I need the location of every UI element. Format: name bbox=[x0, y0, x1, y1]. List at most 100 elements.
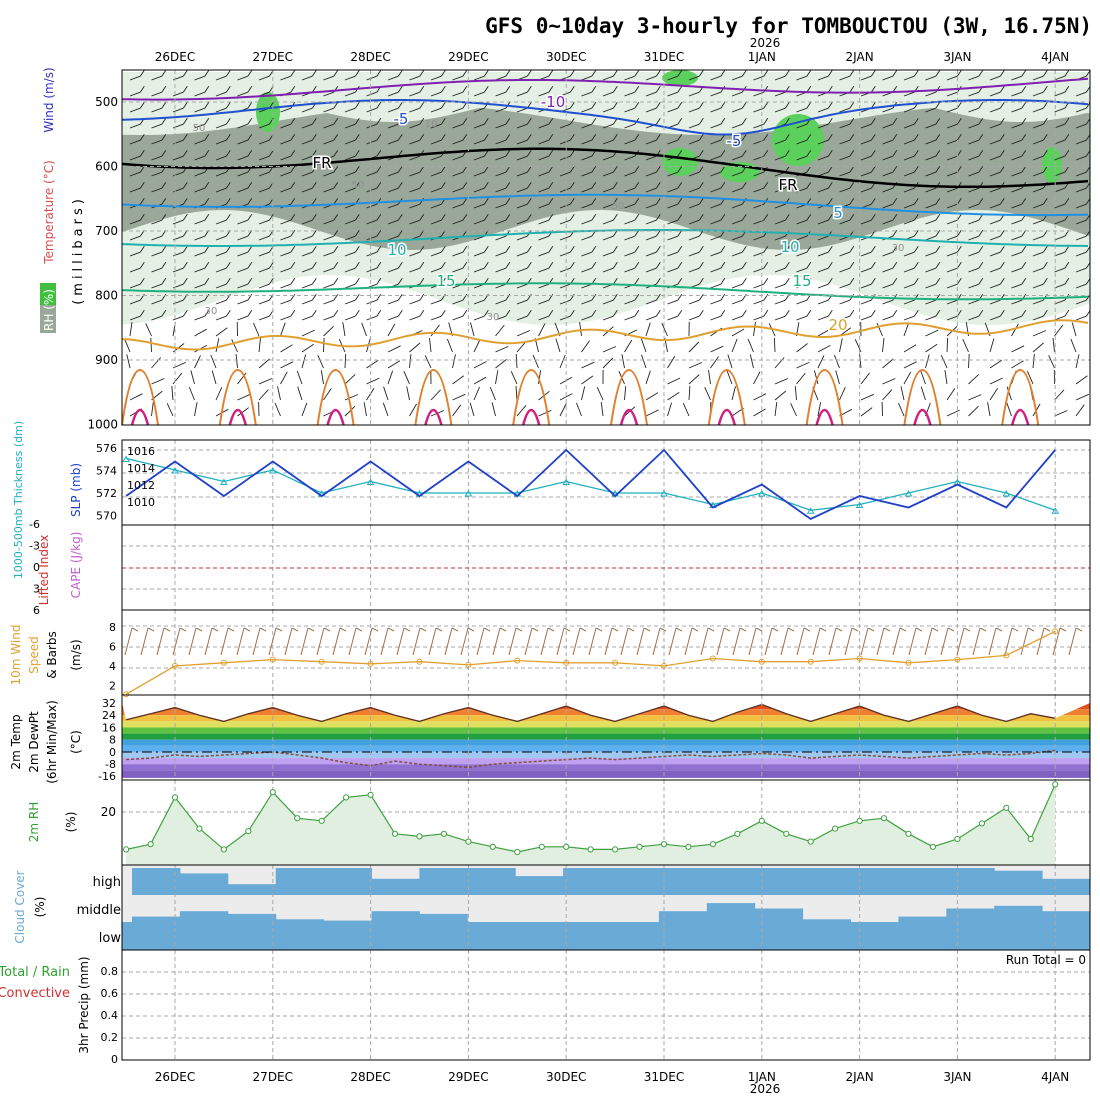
wind-barb bbox=[301, 229, 317, 241]
temp-band bbox=[122, 770, 1090, 778]
wind-barb-shaft bbox=[194, 75, 205, 81]
wind-barb-flag bbox=[505, 69, 511, 77]
temp-line bbox=[125, 703, 1056, 723]
wind-barb-flag bbox=[505, 117, 511, 125]
wind-barb-shaft bbox=[301, 315, 313, 321]
wind-barb bbox=[860, 117, 876, 129]
wind-barb-flag bbox=[397, 69, 403, 77]
wind-barb-flag bbox=[182, 245, 188, 253]
wind-barb-flag bbox=[333, 245, 339, 253]
wind10-barb-flag bbox=[947, 627, 955, 632]
wind-barb bbox=[645, 322, 651, 337]
wind-barb bbox=[989, 245, 1005, 257]
wind-barb bbox=[409, 213, 425, 225]
wind-barb-shaft bbox=[301, 329, 315, 337]
wind-barb bbox=[946, 117, 962, 129]
rh2m-marker bbox=[465, 838, 472, 845]
wind-barb bbox=[903, 133, 919, 145]
wind-barb-shaft bbox=[559, 171, 571, 177]
wind-barb-flag bbox=[354, 309, 360, 317]
wind-barb bbox=[860, 149, 876, 161]
wind-barb bbox=[602, 181, 618, 193]
wind-barb-shaft bbox=[409, 342, 421, 353]
wind-barb-shaft bbox=[429, 338, 432, 353]
wind-barb-shaft bbox=[320, 370, 324, 385]
wind-barb bbox=[323, 101, 339, 113]
wind-barb bbox=[731, 261, 747, 273]
wind-barb-shaft bbox=[129, 171, 141, 177]
wind-barb-shaft bbox=[473, 339, 481, 353]
wind-barb bbox=[215, 133, 231, 145]
wind-barb-shaft bbox=[280, 322, 286, 337]
wind-barb-shaft bbox=[645, 91, 657, 97]
wind-barb-shaft bbox=[194, 123, 205, 129]
wind-barb-shaft bbox=[817, 75, 829, 81]
wind-barb-shaft bbox=[839, 123, 850, 129]
wind10-barb-flag bbox=[211, 627, 219, 632]
wind-barb bbox=[194, 69, 210, 81]
wind-barb-shaft bbox=[194, 283, 205, 289]
wind-barb-shaft bbox=[301, 251, 313, 257]
wind-barb-shaft bbox=[363, 402, 367, 417]
wind-barb-shaft bbox=[576, 402, 582, 417]
wind-barb bbox=[1054, 324, 1064, 337]
wind-barb bbox=[602, 197, 618, 209]
rh2m-marker bbox=[1003, 804, 1010, 811]
wind-barb-shaft bbox=[710, 139, 721, 145]
wind-barb-flag bbox=[956, 117, 962, 125]
wind10-barb-shaft bbox=[508, 627, 517, 656]
wind-barb-shaft bbox=[366, 251, 377, 257]
wind-barb-shaft bbox=[645, 171, 657, 177]
wind-barb-shaft bbox=[1075, 155, 1087, 161]
wind-barb-shaft bbox=[946, 267, 958, 273]
wind-barb-shaft bbox=[409, 299, 420, 305]
contour-25 bbox=[1001, 368, 1040, 426]
wind-barb bbox=[452, 213, 468, 225]
cloud-block bbox=[563, 868, 612, 895]
wind-barb bbox=[237, 149, 253, 161]
wind-barb bbox=[538, 323, 546, 337]
wind-barb bbox=[172, 85, 188, 97]
wind-barb bbox=[344, 405, 356, 417]
wind-barb bbox=[774, 357, 785, 369]
wind-barb bbox=[1011, 85, 1027, 97]
wind-barb-shaft bbox=[430, 91, 442, 97]
wind-barb bbox=[190, 370, 195, 385]
rh2m-ticks: 20 bbox=[101, 805, 116, 819]
wind-barb-flag bbox=[247, 309, 253, 317]
wind-barb-flag bbox=[526, 181, 532, 189]
wind-barb bbox=[774, 149, 790, 161]
wind-barb-shaft bbox=[710, 235, 721, 241]
wind-barb-flag bbox=[806, 69, 812, 77]
wind-barb-shaft bbox=[538, 267, 549, 273]
wind-barb-shaft bbox=[237, 187, 248, 193]
wind-barb bbox=[1054, 389, 1065, 401]
wind-barb-shaft bbox=[624, 107, 635, 113]
wind-barb bbox=[688, 341, 700, 353]
wind-barb-shaft bbox=[667, 75, 678, 81]
wind-barb bbox=[280, 181, 296, 193]
wind-barb-shaft bbox=[667, 187, 678, 193]
wind-barb-shaft bbox=[946, 187, 958, 193]
wind-barb-flag bbox=[612, 293, 618, 301]
wind-barb bbox=[1032, 117, 1048, 129]
wind-barb bbox=[215, 117, 231, 129]
wind-barb-flag bbox=[655, 165, 661, 173]
wind-barb-shaft bbox=[1032, 155, 1044, 161]
wind-barb-shaft bbox=[129, 393, 143, 401]
wind-barb-shaft bbox=[731, 267, 743, 273]
wind-barb bbox=[968, 353, 970, 369]
wind-barb-shaft bbox=[473, 155, 485, 161]
wind-barb-shaft bbox=[1032, 342, 1044, 353]
wind-barb-shaft bbox=[645, 107, 657, 113]
wind-barb bbox=[1011, 261, 1027, 273]
wind-barb bbox=[409, 354, 412, 369]
wind-barb-flag bbox=[999, 85, 1005, 93]
wind-barb-flag bbox=[827, 101, 833, 109]
wind-barb-flag bbox=[376, 245, 382, 253]
wind-barb-flag bbox=[913, 165, 919, 173]
wind-barb-shaft bbox=[280, 361, 294, 369]
contour-30 bbox=[1010, 408, 1030, 426]
